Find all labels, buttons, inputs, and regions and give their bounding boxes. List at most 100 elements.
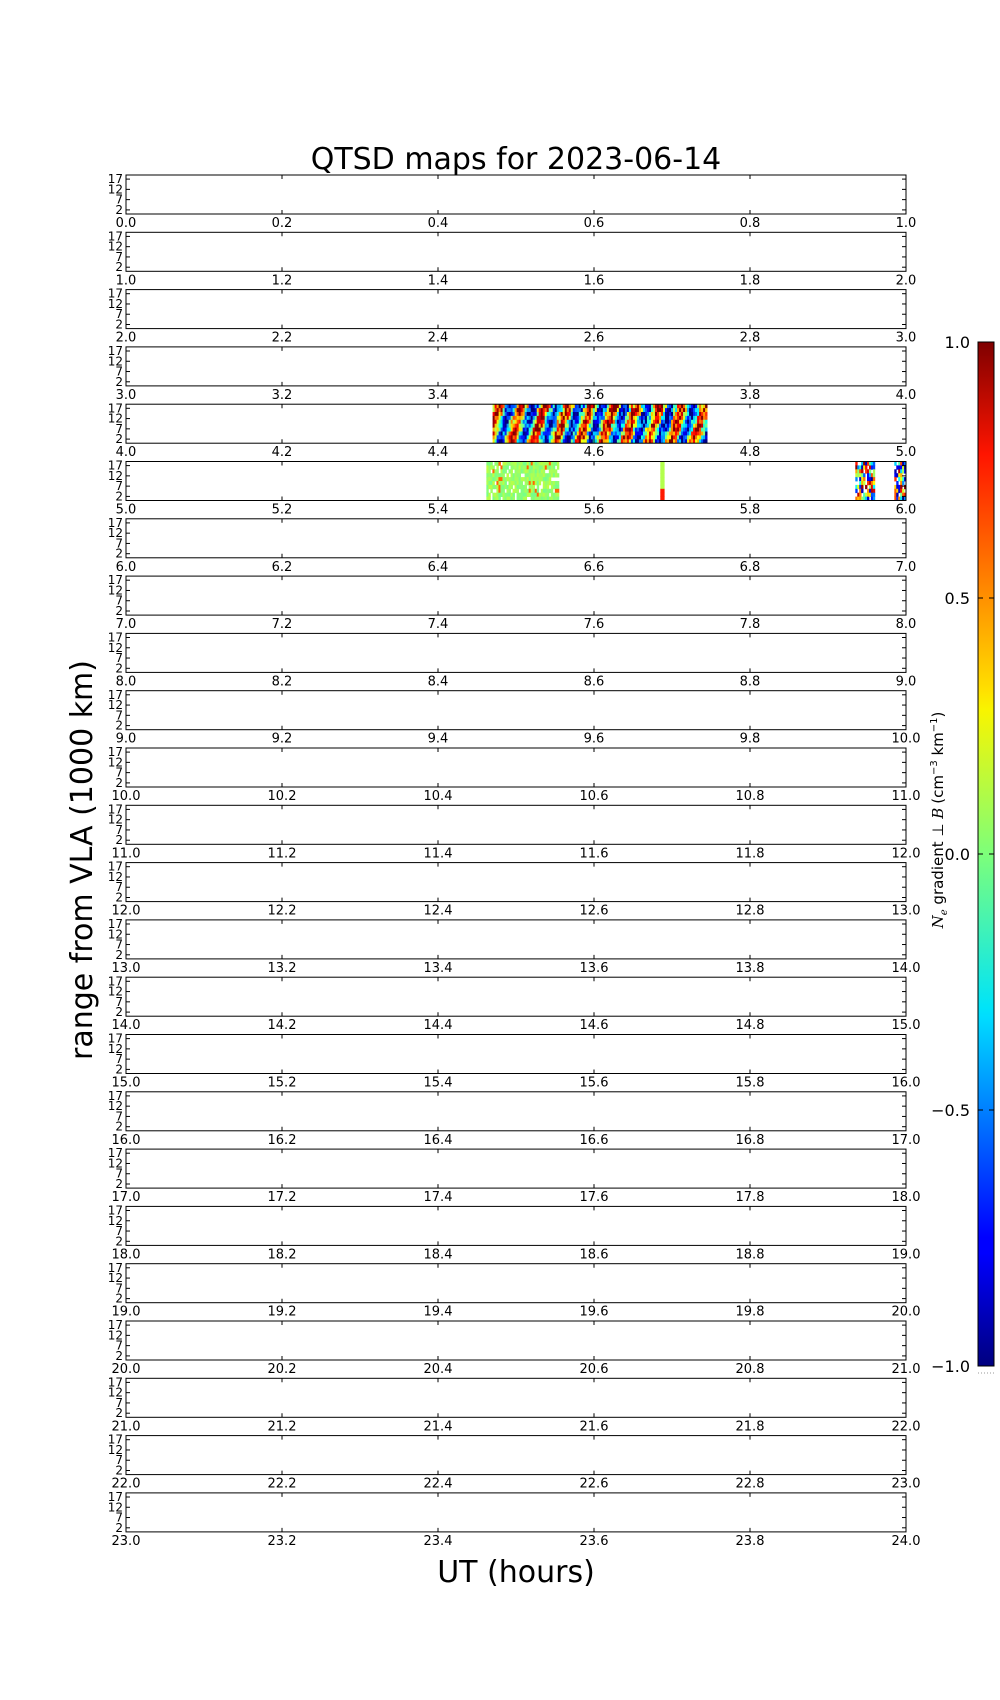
x-tick-label: 20.2 (268, 1362, 297, 1377)
heat-cell (628, 435, 632, 440)
panel-frame (125, 976, 907, 1017)
heat-cell (558, 404, 562, 409)
heat-cell (703, 423, 706, 428)
colorbar-tick-label: 0.0 (945, 845, 970, 864)
heat-cell (564, 419, 568, 425)
heat-cell (868, 469, 872, 474)
heat-cell (508, 408, 512, 413)
colorbar-label-exp1: −3 (929, 760, 940, 775)
heat-cell (624, 439, 628, 444)
heat-cell (518, 412, 522, 417)
heat-cell (570, 408, 574, 413)
heat-cell (630, 427, 634, 432)
heat-cell (572, 431, 576, 436)
heat-cell (530, 496, 534, 501)
heat-cell (900, 488, 903, 494)
heat-cell (650, 408, 654, 413)
heat-cell (872, 492, 876, 497)
y-tick-label: 12 (108, 641, 123, 655)
heat-cell (520, 488, 524, 494)
heat-cell (604, 419, 608, 425)
y-tick-label: 2 (115, 1292, 123, 1306)
heat-cell (544, 431, 548, 436)
heat-cell (520, 484, 524, 490)
y-tick-label: 17 (108, 1433, 123, 1447)
heat-cell (646, 431, 650, 436)
heat-cell (538, 477, 542, 482)
heat-cell (542, 473, 546, 478)
heat-cell (602, 431, 606, 436)
heat-cell (540, 415, 544, 421)
heat-cell (592, 412, 596, 417)
heat-cell (526, 408, 530, 413)
heat-cell (580, 435, 584, 440)
x-tick-label: 22.0 (112, 1477, 141, 1492)
heat-cell (496, 423, 500, 428)
heat-cell (662, 465, 665, 470)
heat-cell (516, 423, 520, 428)
heat-cell (520, 419, 524, 425)
heat-cell (492, 496, 495, 501)
heat-cell (508, 412, 512, 417)
heat-cell (512, 404, 516, 409)
heat-cell (656, 408, 660, 413)
heat-cell (500, 423, 504, 428)
x-tick-label: 4.2 (272, 445, 293, 460)
heat-cell (516, 427, 520, 432)
panel-frame (125, 403, 907, 444)
heat-cell (530, 477, 534, 482)
heat-cell (683, 419, 686, 425)
heat-cell (665, 419, 668, 425)
heat-cell (586, 427, 590, 432)
heat-cell (562, 427, 566, 432)
heat-cell (510, 473, 513, 478)
heat-cell (494, 415, 497, 421)
heat-cell (512, 431, 516, 436)
heat-cell (536, 488, 540, 494)
heat-cell (590, 408, 594, 413)
heat-cell (656, 439, 660, 444)
y-tick-label: 17 (108, 1204, 123, 1218)
heat-cell (526, 435, 530, 440)
heat-cell (550, 439, 554, 444)
heat-cell (691, 415, 694, 421)
heat-cell (498, 488, 501, 494)
heat-cell (564, 435, 568, 440)
heat-cell (662, 488, 665, 494)
x-tick-label: 19.6 (580, 1305, 609, 1320)
heat-cell (562, 412, 566, 417)
heat-cell (510, 423, 514, 428)
heat-cell (512, 435, 516, 440)
heat-cell (582, 408, 586, 413)
heat-cell (870, 488, 874, 494)
heat-cell (644, 415, 648, 421)
x-tick-label: 5.8 (740, 503, 761, 518)
heat-cell (598, 404, 602, 409)
x-tick-label: 20.6 (580, 1362, 609, 1377)
y-tick-label: 2 (115, 833, 123, 847)
heat-cell (636, 435, 640, 440)
heat-cell (622, 408, 626, 413)
heat-cell (506, 419, 510, 425)
x-tick-label: 0.8 (740, 216, 761, 231)
y-tick-label: 17 (108, 974, 123, 988)
heat-cell (546, 435, 550, 440)
heat-cell (512, 488, 515, 494)
heat-cell (550, 465, 554, 470)
x-tick-label: 3.0 (116, 388, 137, 403)
y-tick-label: 12 (108, 583, 123, 597)
heat-cell (530, 408, 534, 413)
heat-cell (550, 481, 554, 486)
heat-cell (632, 427, 636, 432)
x-tick-label: 23.0 (112, 1534, 141, 1549)
heat-cell (900, 481, 903, 486)
heat-cell (857, 492, 860, 497)
heat-cell (524, 496, 528, 501)
heat-cell (900, 461, 903, 466)
heat-cell (546, 481, 550, 486)
heat-cell (522, 492, 526, 497)
heat-cell (622, 412, 626, 417)
heat-cell (522, 488, 526, 494)
heat-cell (572, 439, 576, 444)
x-tick-label: 7.0 (896, 560, 917, 575)
